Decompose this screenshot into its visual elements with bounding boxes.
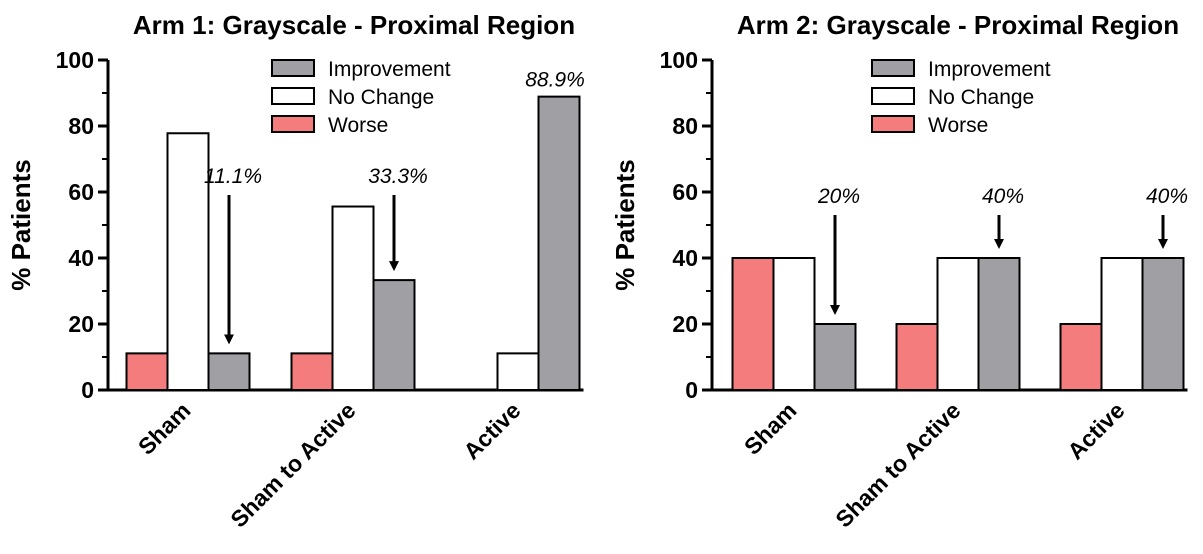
legend-swatch-improvement: [271, 59, 315, 77]
bar-no-change-sham-to-active: [936, 257, 980, 391]
legend-label-improvement: Improvement: [928, 58, 1051, 81]
chart-panel-1: Arm 1: Grayscale - Proximal Region % Pati…: [6, 10, 585, 532]
bar-worse-sham-to-active: [895, 323, 939, 391]
y-axis-label: % Patients: [6, 159, 36, 291]
chart-panel-2: Arm 2: Grayscale - Proximal Region % Pati…: [610, 10, 1188, 532]
y-tick-label: 60: [672, 179, 698, 205]
y-tick-label: 20: [68, 311, 94, 337]
bar-improvement-active: [1141, 257, 1185, 391]
bar-no-change-sham-to-active: [331, 205, 375, 391]
legend-label-no-change: No Change: [328, 86, 434, 109]
x-category-label: Sham: [739, 397, 802, 460]
bar-improvement-active: [537, 95, 581, 391]
y-tick-label: 60: [68, 179, 94, 205]
y-tick-label: 100: [660, 47, 698, 73]
y-tick-label: 100: [56, 47, 94, 73]
y-axis-label: % Patients: [610, 159, 640, 291]
bar-improvement-sham-to-active: [372, 279, 416, 391]
y-tick-label: 40: [68, 245, 94, 271]
legend-swatch-no-change: [871, 87, 915, 105]
bar-no-change-active: [496, 352, 540, 391]
x-category-label: Sham to Active: [225, 397, 360, 532]
legend-swatch-improvement: [871, 59, 915, 77]
y-tick-label: 80: [672, 113, 698, 139]
bar-worse-sham-to-active: [290, 352, 334, 391]
legend-swatch-no-change: [271, 87, 315, 105]
annotation-label: 11.1%: [204, 165, 262, 188]
bar-worse-sham: [731, 257, 775, 391]
legend-label-worse: Worse: [328, 114, 388, 137]
chart-title: Arm 2: Grayscale - Proximal Region: [737, 10, 1179, 40]
x-category-label: Sham to Active: [830, 397, 965, 532]
x-category-label: Active: [1062, 397, 1129, 464]
bar-improvement-sham-to-active: [977, 257, 1021, 391]
y-tick-label: 80: [68, 113, 94, 139]
y-tick-label: 0: [81, 377, 94, 403]
legend-label-no-change: No Change: [928, 86, 1034, 109]
bar-worse-active: [1059, 323, 1103, 391]
chart-title: Arm 1: Grayscale - Proximal Region: [133, 10, 575, 40]
bar-no-change-sham: [772, 257, 816, 391]
annotation-label: 40%: [1146, 185, 1188, 208]
legend: Improvement No Change Worse: [871, 58, 1051, 137]
y-tick-label: 0: [685, 377, 698, 403]
annotation-label: 88.9%: [525, 69, 585, 92]
annotation-label: 20%: [817, 185, 860, 208]
annotation-label: 40%: [982, 185, 1024, 208]
bar-no-change-sham: [166, 132, 210, 391]
bar-improvement-sham: [207, 352, 251, 391]
y-tick-label: 40: [672, 245, 698, 271]
legend-label-worse: Worse: [928, 114, 988, 137]
bar-no-change-active: [1100, 257, 1144, 391]
y-tick-label: 20: [672, 311, 698, 337]
x-category-label: Active: [458, 397, 525, 464]
bar-worse-sham: [125, 352, 169, 391]
x-category-label: Sham: [133, 397, 196, 460]
annotation-label: 33.3%: [368, 165, 428, 188]
legend: Improvement No Change Worse: [271, 58, 451, 137]
legend-label-improvement: Improvement: [328, 58, 451, 81]
bar-improvement-sham: [813, 323, 857, 391]
legend-swatch-worse: [871, 115, 915, 133]
legend-swatch-worse: [271, 115, 315, 133]
